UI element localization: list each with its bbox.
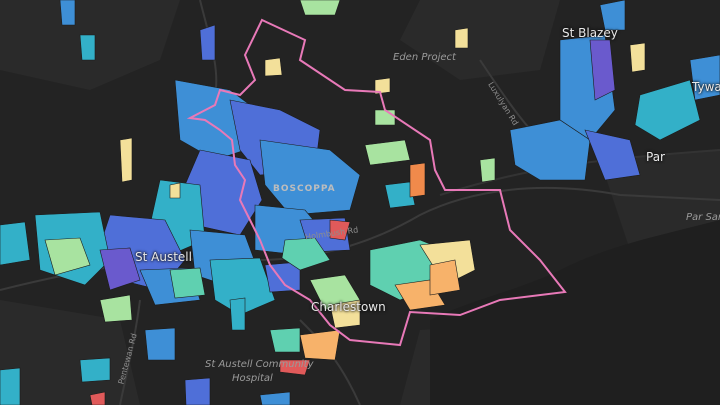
label-eden-project: Eden Project: [393, 52, 456, 63]
area-patch: [429, 259, 461, 296]
area-patch: [79, 357, 111, 383]
area-patch: [281, 237, 331, 271]
area-patch: [199, 24, 216, 61]
area-patch: [689, 54, 720, 101]
area-patch: [0, 367, 21, 405]
label-st-austell: St Austell: [135, 250, 192, 264]
area-patch: [584, 129, 641, 181]
label-par-sands: Par San: [686, 212, 720, 223]
area-patch: [229, 297, 246, 331]
area-patch: [329, 299, 361, 329]
area-patch: [454, 27, 469, 49]
area-patch: [374, 77, 391, 95]
label-par: Par: [646, 150, 665, 164]
area-patch: [509, 119, 591, 181]
label-boscoppa: BOSCOPPA: [273, 184, 336, 194]
area-patch: [89, 391, 106, 405]
area-patch: [629, 42, 646, 73]
area-patch: [634, 79, 701, 141]
area-patch: [119, 137, 133, 183]
label-charlestown: Charlestown: [311, 300, 386, 314]
area-patch: [299, 329, 341, 361]
label-st-blazey: St Blazey: [562, 26, 618, 40]
label-hospital-line2: Hospital: [232, 373, 273, 384]
area-patch: [374, 109, 396, 126]
area-patch: [169, 182, 181, 199]
area-patch: [79, 34, 96, 61]
area-patch: [384, 181, 416, 209]
area-patch: [479, 157, 496, 183]
area-patch: [44, 237, 91, 276]
area-patch: [589, 39, 616, 101]
area-patch: [169, 267, 206, 299]
area-patch: [184, 377, 211, 405]
area-patch: [364, 139, 411, 166]
ward-boundary: [186, 18, 567, 347]
area-patch: [299, 0, 341, 16]
area-patch: [599, 0, 626, 31]
label-tywardreath: Tywa: [692, 80, 720, 94]
area-patch: [329, 219, 351, 241]
area-patch: [269, 327, 301, 353]
area-patch: [99, 294, 133, 323]
area-patch: [144, 327, 176, 361]
area-patch: [99, 247, 141, 291]
area-patch: [59, 0, 76, 26]
coastline: [430, 220, 720, 405]
area-patch: [409, 162, 426, 198]
area-patch: [0, 221, 31, 266]
label-hospital-line1: St Austell Community: [205, 359, 314, 370]
area-patch: [209, 257, 276, 316]
area-patch: [259, 391, 291, 405]
area-patch: [279, 359, 311, 376]
area-patch: [259, 139, 361, 216]
area-patch: [264, 57, 283, 77]
